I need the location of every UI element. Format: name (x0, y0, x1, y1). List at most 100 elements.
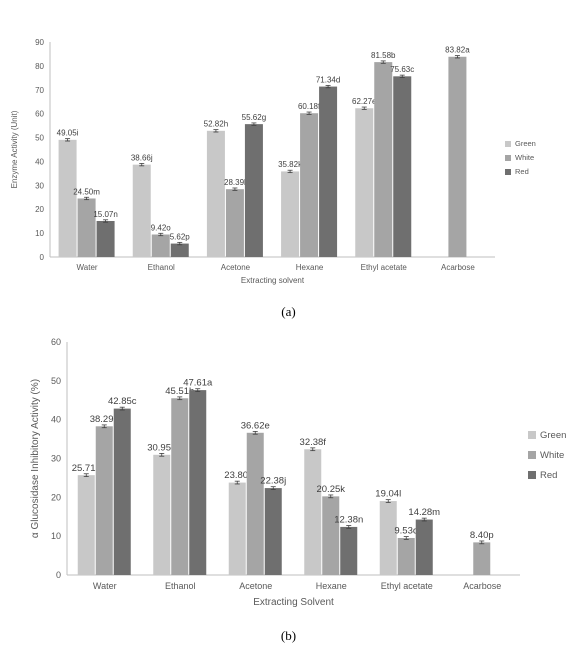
bar-white (225, 189, 244, 257)
data-label: 81.58b (371, 51, 396, 60)
bar-white (300, 113, 319, 257)
y-axis-title: α Glucosidase Inhibitory Activity (%) (30, 379, 41, 538)
legend-swatch-white (505, 155, 511, 161)
data-label: 47.61a (183, 378, 213, 389)
y-tick-label: 50 (51, 376, 61, 386)
data-label: 15.07n (93, 210, 117, 219)
y-tick-label: 60 (35, 110, 44, 119)
legend-swatch-green (505, 141, 511, 147)
data-label: 28.39l (224, 178, 246, 187)
legend-swatch-red (505, 169, 511, 175)
x-tick-label: Ethyl acetate (361, 263, 408, 272)
data-label: 32.38f (300, 437, 327, 448)
data-label: 52.82h (204, 120, 228, 129)
y-tick-label: 50 (35, 134, 44, 143)
bar-red (113, 408, 131, 575)
bar-white (448, 56, 467, 257)
bar-white (171, 398, 189, 575)
y-tick-label: 30 (51, 454, 61, 464)
bar-green (77, 475, 95, 575)
bar-red (189, 390, 207, 575)
chart-b: 0 10 20 30 40 50 60 Water Ethanol Acetone Hexane Et… (30, 337, 566, 608)
bar-green (379, 501, 397, 575)
y-tick-label: 20 (51, 492, 61, 502)
caption-a: (a) (281, 304, 296, 319)
bar-red (170, 243, 189, 257)
data-label: 36.62e (241, 420, 270, 431)
data-label: 45.51b (165, 386, 194, 397)
y-tick-label: 60 (51, 337, 61, 347)
bar-white (322, 496, 340, 575)
bar-green (206, 130, 225, 257)
x-tick-label: Acetone (221, 263, 251, 272)
bar-white (246, 432, 264, 575)
legend-swatch-white (528, 451, 536, 459)
legend-label-red: Red (515, 167, 529, 176)
x-tick-label: Ethyl acetate (381, 581, 433, 591)
bar-green (228, 482, 246, 575)
x-axis-title: Extracting solvent (241, 276, 305, 285)
data-label: 12.38n (334, 515, 363, 526)
y-tick-label: 40 (51, 415, 61, 425)
data-label: 8.40p (470, 530, 494, 541)
bar-red (244, 124, 263, 257)
x-tick-label: Hexane (296, 263, 324, 272)
data-label: 55.62g (242, 113, 266, 122)
data-label: 38.29d (90, 414, 119, 425)
data-label: 14.28m (408, 507, 440, 518)
data-label: 35.82k (278, 160, 303, 169)
y-tick-label: 10 (35, 229, 44, 238)
y-tick-label: 70 (35, 86, 44, 95)
data-label: 30.95g (147, 442, 176, 453)
bar-red (393, 76, 412, 257)
bar-green (153, 454, 171, 575)
y-tick-label: 40 (35, 157, 44, 166)
x-tick-label: Water (93, 581, 117, 591)
bar-green (355, 108, 374, 257)
data-label: 5.62p (170, 232, 191, 241)
data-label: 83.82a (445, 46, 470, 55)
bar-white (374, 62, 393, 258)
data-label: 75.63c (390, 65, 414, 74)
legend-swatch-green (528, 431, 536, 439)
x-tick-label: Water (77, 263, 98, 272)
bar-white (77, 198, 96, 257)
bar-white (397, 537, 415, 575)
bar-red (340, 526, 358, 575)
data-label: 9.53o (394, 526, 418, 537)
bar-red (415, 519, 433, 575)
x-tick-label: Acarbose (463, 581, 501, 591)
legend-label-green: Green (515, 139, 536, 148)
data-label: 20.25k (316, 484, 345, 495)
bar-white (95, 426, 113, 575)
data-label: 23.80i (224, 470, 250, 481)
x-tick-label: Ethanol (148, 263, 175, 272)
bar-green (58, 139, 77, 257)
bar-green (132, 164, 151, 257)
x-tick-label: Acetone (239, 581, 272, 591)
y-axis-title: Enzyme Activity (Unit) (10, 110, 19, 188)
data-label: 19.04l (375, 489, 401, 500)
legend-label-green: Green (540, 430, 566, 441)
caption-b: (b) (280, 628, 297, 643)
chart-a: 0 10 20 30 40 50 60 70 80 90 Water Ethanol Acetone He… (10, 38, 536, 285)
y-tick-label: 90 (35, 38, 44, 47)
y-tick-label: 0 (40, 253, 45, 262)
data-label: 25.71h (72, 463, 101, 474)
x-tick-label: Hexane (316, 581, 347, 591)
data-label: 62.27e (352, 97, 377, 106)
x-tick-label: Ethanol (165, 581, 196, 591)
legend-swatch-red (528, 471, 536, 479)
data-label: 22.38j (260, 476, 286, 487)
y-tick-label: 0 (56, 570, 61, 580)
data-label: 24.50m (73, 187, 100, 196)
data-label: 49.05i (57, 129, 79, 138)
data-label: 71.34d (316, 75, 340, 84)
bar-red (264, 488, 282, 575)
y-tick-label: 20 (35, 205, 44, 214)
bar-white (473, 542, 491, 575)
bar-green (304, 449, 322, 575)
y-tick-label: 10 (51, 531, 61, 541)
data-label: 42.85c (108, 396, 137, 407)
legend-label-red: Red (540, 470, 557, 481)
